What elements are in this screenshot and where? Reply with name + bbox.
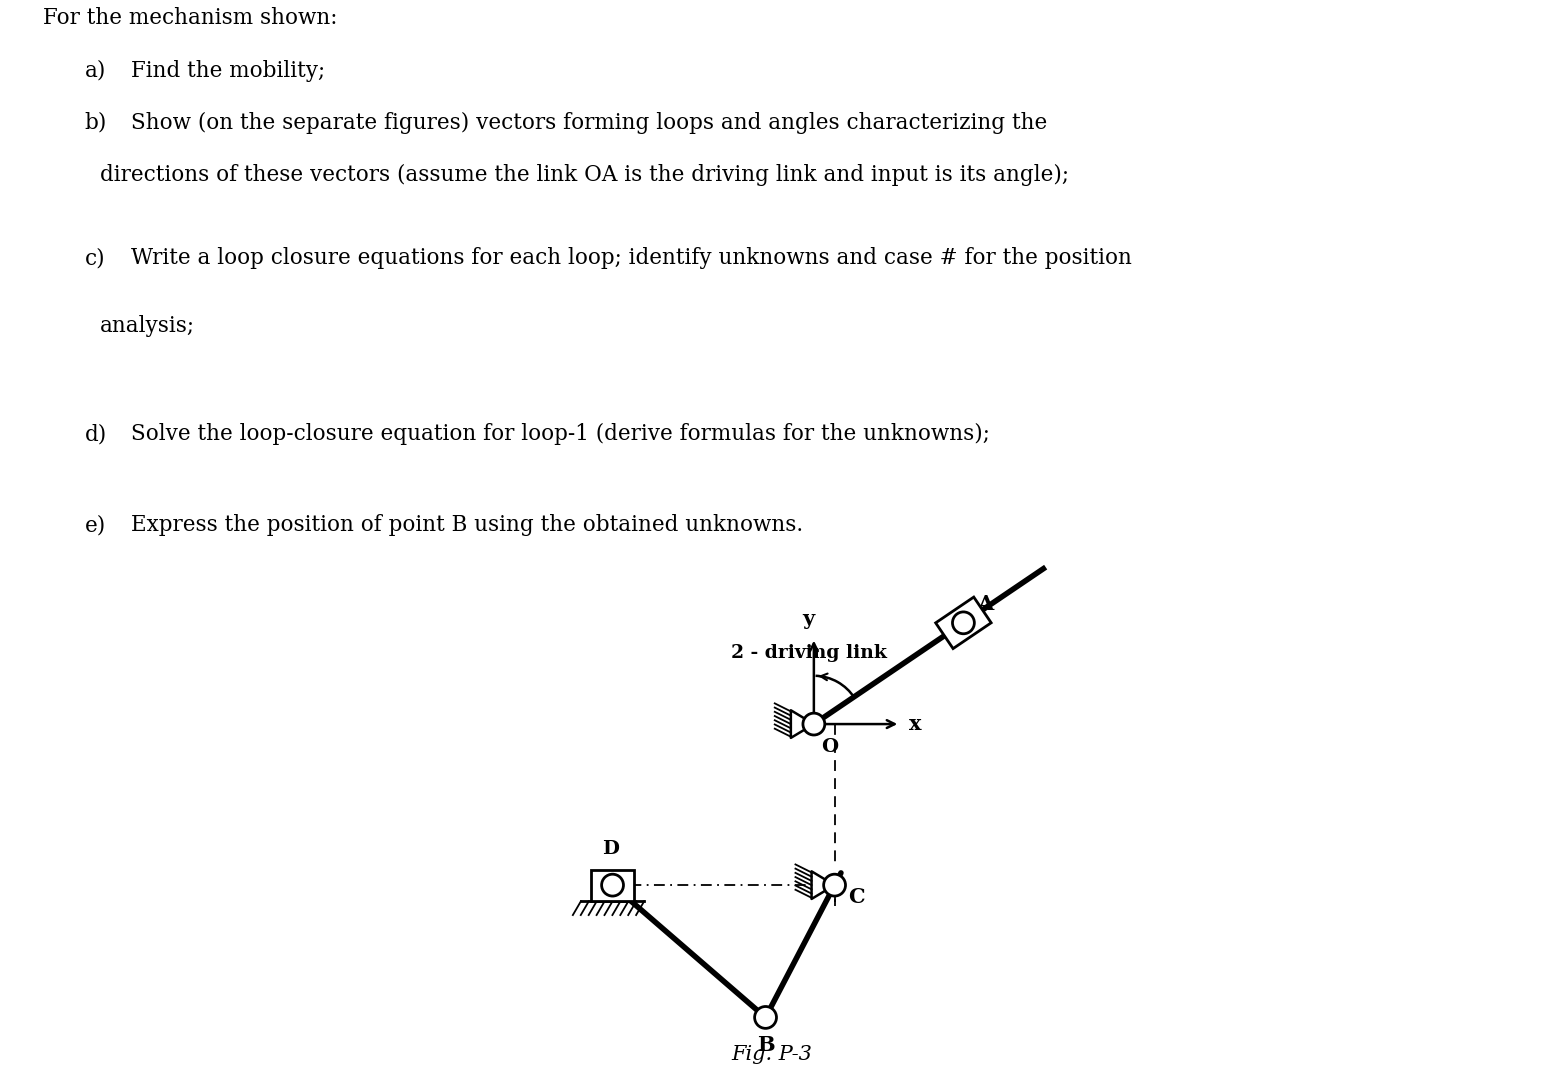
Circle shape (602, 874, 623, 896)
Text: D: D (602, 839, 619, 858)
Text: a): a) (85, 59, 106, 82)
FancyBboxPatch shape (591, 869, 634, 901)
Text: b): b) (85, 111, 108, 134)
Polygon shape (812, 872, 835, 899)
Text: For the mechanism shown:: For the mechanism shown: (43, 8, 338, 29)
Text: c): c) (85, 247, 105, 269)
Text: Find the mobility;: Find the mobility; (131, 59, 326, 82)
Circle shape (952, 612, 974, 634)
Text: Solve the loop-closure equation for loop-1 (derive formulas for the unknowns);: Solve the loop-closure equation for loop… (131, 423, 991, 445)
Text: B: B (756, 1035, 775, 1055)
Text: 2 - driving link: 2 - driving link (731, 644, 887, 662)
Circle shape (824, 874, 846, 896)
Text: analysis;: analysis; (100, 315, 196, 337)
Text: y: y (802, 609, 815, 629)
Circle shape (802, 713, 826, 735)
Text: e): e) (85, 514, 106, 536)
Circle shape (755, 1007, 776, 1028)
FancyBboxPatch shape (935, 597, 991, 649)
Text: Fig. P-3: Fig. P-3 (731, 1044, 812, 1064)
Text: directions of these vectors (assume the link OA is the driving link and input is: directions of these vectors (assume the … (100, 164, 1069, 186)
Text: O: O (821, 738, 838, 756)
Text: d): d) (85, 423, 106, 445)
Text: A: A (977, 594, 994, 613)
Text: Show (on the separate figures) vectors forming loops and angles characterizing t: Show (on the separate figures) vectors f… (131, 111, 1048, 134)
Text: Express the position of point B using the obtained unknowns.: Express the position of point B using th… (131, 514, 804, 536)
Text: C: C (849, 888, 866, 907)
Text: x: x (909, 714, 921, 734)
Text: Write a loop closure equations for each loop; identify unknowns and case # for t: Write a loop closure equations for each … (131, 247, 1133, 269)
Polygon shape (792, 711, 813, 738)
